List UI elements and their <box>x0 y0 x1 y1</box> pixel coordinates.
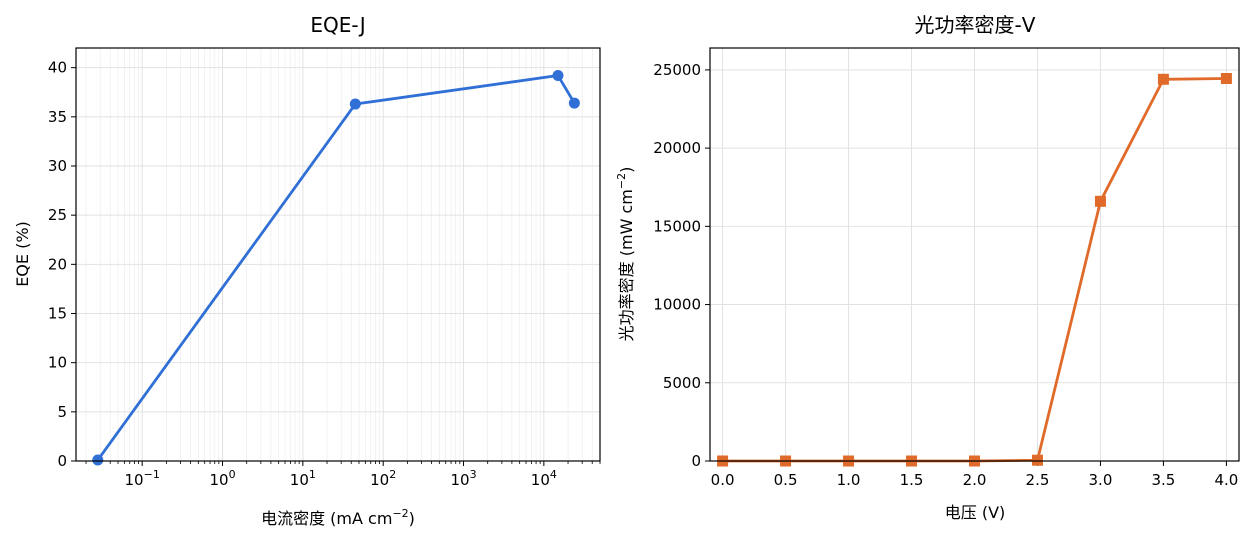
eqe-data-point <box>568 97 580 109</box>
x-tick-label: 4.0 <box>1214 471 1238 489</box>
eqe-grid <box>76 48 601 462</box>
y-tick-label: 20000 <box>653 139 701 157</box>
eqe-chart: 0 5 10 15 20 25 30 35 40 10−1 100 101 102 103 104 EQE-… <box>13 13 601 528</box>
eqe-x-axis-label: 电流密度 (mA cm−2) <box>261 507 415 528</box>
x-tick-label: 3.0 <box>1089 471 1113 489</box>
eqe-data-point <box>552 70 564 82</box>
x-tick-label: 103 <box>450 468 476 489</box>
y-tick-label: 15000 <box>653 217 701 235</box>
eqe-ticks: 0 5 10 15 20 25 30 35 40 10−1 100 101 102 103 104 <box>48 59 601 489</box>
power-plot-frame <box>709 47 1240 462</box>
y-tick-label: 0 <box>57 452 67 470</box>
y-tick-label: 5000 <box>663 374 701 392</box>
y-tick-label: 10000 <box>653 296 701 314</box>
x-tick-label: 2.0 <box>963 471 987 489</box>
eqe-plot-background <box>76 48 600 461</box>
x-tick-label: 100 <box>209 468 235 489</box>
power-data-point <box>1157 73 1169 85</box>
power-density-chart: 0.0 0.5 1.0 1.5 2.0 2.5 3.0 3.5 4.0 0 5000 10000 150… <box>615 13 1240 522</box>
eqe-y-axis-label: EQE (%) <box>13 221 32 287</box>
power-data-point <box>1094 195 1106 207</box>
x-tick-label: 0.5 <box>774 471 798 489</box>
eqe-data-point <box>349 98 361 110</box>
power-title: 光功率密度-V <box>915 13 1036 37</box>
y-tick-label: 25000 <box>653 61 701 79</box>
power-grid <box>710 48 1239 462</box>
x-tick-label: 0.0 <box>711 471 735 489</box>
y-tick-label: 0 <box>691 452 701 470</box>
power-x-axis-label: 电压 (V) <box>945 503 1006 522</box>
x-tick-label: 1.0 <box>837 471 861 489</box>
x-tick-label: 102 <box>370 468 396 489</box>
eqe-data-point <box>92 454 104 466</box>
eqe-title: EQE-J <box>310 13 365 37</box>
x-tick-label: 3.5 <box>1151 471 1175 489</box>
eqe-series-line <box>96 74 576 461</box>
y-tick-label: 40 <box>48 59 67 77</box>
y-tick-label: 10 <box>48 354 67 372</box>
power-data-point <box>1220 73 1232 85</box>
x-tick-label: 10−1 <box>125 468 160 489</box>
power-ticks: 0.0 0.5 1.0 1.5 2.0 2.5 3.0 3.5 4.0 0 5000 10000 150… <box>653 61 1238 489</box>
y-tick-label: 30 <box>48 157 67 175</box>
x-tick-label: 2.5 <box>1026 471 1050 489</box>
y-tick-label: 25 <box>48 206 67 224</box>
power-y-axis-label: 光功率密度 (mW cm−2) <box>615 167 636 342</box>
power-data-point <box>1031 454 1043 466</box>
y-tick-label: 15 <box>48 305 67 323</box>
y-tick-label: 5 <box>57 403 67 421</box>
eqe-plot-frame <box>75 47 601 462</box>
eqe-series <box>92 70 580 466</box>
x-tick-label: 101 <box>290 468 316 489</box>
y-tick-label: 35 <box>48 108 67 126</box>
y-tick-label: 20 <box>48 255 67 273</box>
x-tick-label: 104 <box>531 468 557 489</box>
x-tick-label: 1.5 <box>900 471 924 489</box>
